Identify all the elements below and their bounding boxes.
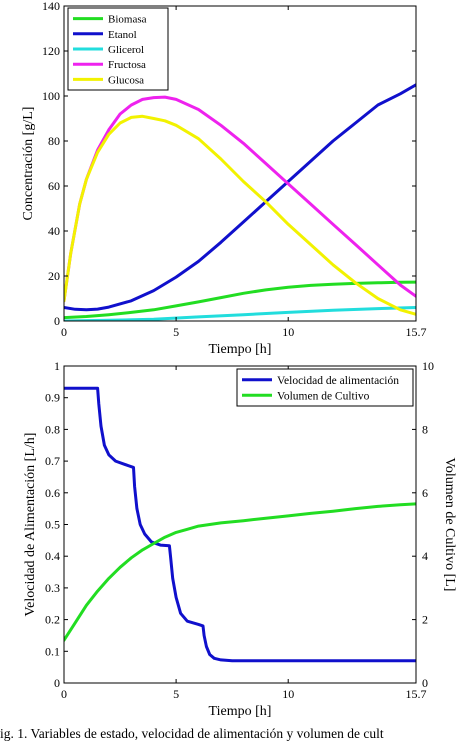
y-axis-label: Velocidad de Alimentación [L/h] <box>23 433 38 617</box>
legend-label: Etanol <box>108 29 137 41</box>
series-line-volumen-de-cultivo <box>64 502 416 642</box>
x-tick-label: 0 <box>61 325 67 339</box>
x-tick-label: 10 <box>282 687 294 701</box>
x-tick-label: 10 <box>282 325 294 339</box>
y-tick-label: 0.3 <box>45 581 60 595</box>
y-tick-label: 80 <box>48 134 60 148</box>
y2-axis-label: Volumen de Cultivo [L] <box>442 458 457 592</box>
x-tick-label: 0 <box>61 687 67 701</box>
series-line-etanol <box>64 83 416 312</box>
legend: Biomasa Etanol Glicerol Fructosa Glucosa <box>67 7 169 91</box>
y-tick-label: 0.8 <box>45 422 60 436</box>
series-line-biomasa <box>64 280 416 320</box>
legend-label: Volumen de Cultivo <box>277 390 370 402</box>
y-tick-label: 0.9 <box>45 391 60 405</box>
x-tick-label: 5 <box>173 687 179 701</box>
y2-tick-label: 4 <box>422 549 428 563</box>
y-tick-label: 20 <box>48 269 60 283</box>
y-tick-label: 40 <box>48 224 60 238</box>
y-tick-label: 0 <box>54 314 60 328</box>
y-tick-label: 0.6 <box>45 486 60 500</box>
y2-tick-label: 0 <box>422 676 428 690</box>
y-tick-label: 0.1 <box>45 644 60 658</box>
chart-alimentacion: 0 5 10 15.700.10.20.30.40.50.60.70.80.91024… <box>23 359 457 719</box>
y-axis-label: Concentración [g/L] <box>21 107 36 221</box>
series-line-glicerol <box>64 306 416 321</box>
legend-label: Velocidad de alimentación <box>277 375 399 387</box>
y-tick-label: 0.2 <box>45 613 60 627</box>
chart-concentracion: 0 5 10 15.7 0 20 40 60 80 100 120 140 Tiempo [h] Conc… <box>21 0 427 357</box>
y-tick-label: 0.5 <box>45 518 60 532</box>
plot-frame <box>63 5 417 322</box>
y-tick-label: 60 <box>48 179 60 193</box>
y2-tick-label: 8 <box>422 422 428 436</box>
y-tick-label: 0 <box>54 676 60 690</box>
legend-label: Glicerol <box>108 44 144 56</box>
y-tick-label: 100 <box>42 89 60 103</box>
legend-label: Fructosa <box>108 59 146 71</box>
y-tick-label: 120 <box>42 44 60 58</box>
legend-label: Glucosa <box>108 74 144 86</box>
plot-lines <box>64 83 416 321</box>
y2-tick-label: 2 <box>422 613 428 627</box>
x-tick-label: 15.7 <box>406 687 427 701</box>
x-axis-label: Tiempo [h] <box>209 704 272 719</box>
y2-tick-label: 6 <box>422 486 428 500</box>
legend-label: Biomasa <box>108 14 147 26</box>
x-tick-label: 5 <box>173 325 179 339</box>
plot-lines <box>64 386 416 663</box>
y-tick-label: 140 <box>42 0 60 13</box>
y-tick-label: 0.4 <box>45 549 60 563</box>
series-line-glucosa <box>64 114 416 316</box>
y2-tick-label: 10 <box>422 359 434 373</box>
figure-caption: ig. 1. Variables de estado, velocidad de… <box>0 726 384 741</box>
y-tick-label: 1 <box>54 359 60 373</box>
series-line-velocidad-de-alimentaci-n <box>64 386 416 663</box>
x-tick-label: 15.7 <box>406 325 427 339</box>
x-axis-label: Tiempo [h] <box>209 342 272 357</box>
legend: Velocidad de alimentación Volumen de Cult… <box>236 368 414 407</box>
plot-frame <box>63 365 417 684</box>
y-tick-label: 0.7 <box>45 454 60 468</box>
legend-box <box>236 368 414 407</box>
